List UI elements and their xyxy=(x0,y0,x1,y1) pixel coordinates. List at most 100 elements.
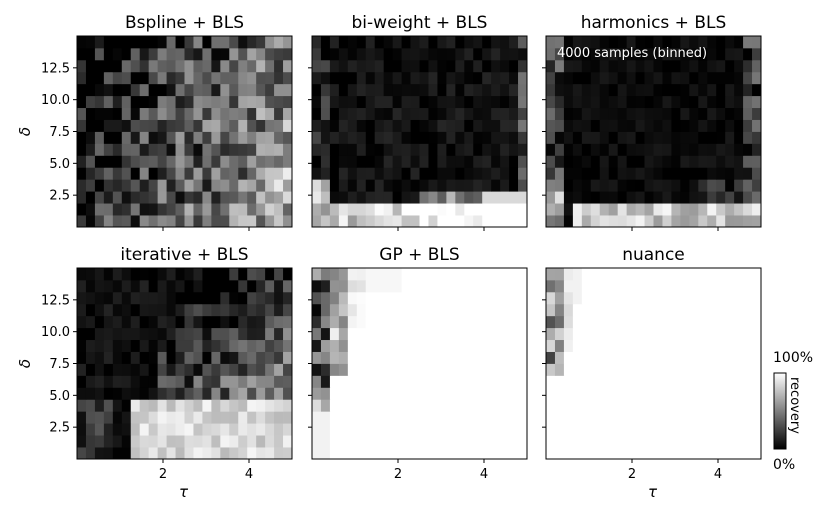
heatmap-cell xyxy=(491,191,501,204)
heatmap-cell xyxy=(184,47,194,61)
heatmap-cell xyxy=(148,327,159,341)
heatmap-cell xyxy=(166,387,176,400)
heatmap-cell xyxy=(707,339,717,352)
heatmap-cell xyxy=(608,119,619,132)
heatmap-cell xyxy=(410,399,420,412)
heatmap-cell xyxy=(193,435,203,448)
heatmap-cell xyxy=(563,36,574,49)
heatmap-cell xyxy=(103,399,114,412)
heatmap-cell xyxy=(112,315,123,329)
heatmap-cell xyxy=(256,131,266,144)
heatmap-cell xyxy=(247,191,257,204)
heatmap-cell xyxy=(464,95,474,109)
heatmap-cell xyxy=(509,447,519,460)
heatmap-cell xyxy=(725,303,735,317)
heatmap-cell xyxy=(184,119,194,132)
heatmap-cell xyxy=(500,215,510,228)
heatmap-cell xyxy=(401,83,411,97)
heatmap-cell xyxy=(383,59,394,73)
heatmap-cell xyxy=(85,279,96,293)
heatmap-cell xyxy=(509,36,519,49)
heatmap-cell xyxy=(716,411,726,424)
heatmap-cell xyxy=(482,95,492,109)
heatmap-cell xyxy=(635,119,645,132)
heatmap-cell xyxy=(698,71,708,85)
heatmap-cell xyxy=(175,47,185,61)
heatmap-cell xyxy=(392,327,402,341)
heatmap-cell xyxy=(220,279,230,293)
heatmap-cell xyxy=(617,387,628,400)
heatmap-cell xyxy=(617,167,628,180)
heatmap-cell xyxy=(455,143,465,156)
heatmap-cell xyxy=(94,71,105,85)
heatmap-cell xyxy=(644,423,654,436)
heatmap-cell xyxy=(546,107,556,120)
heatmap-cell xyxy=(572,155,583,168)
heatmap-cell xyxy=(563,83,574,97)
heatmap-cell xyxy=(85,351,96,364)
heatmap-cell xyxy=(383,83,394,97)
heatmap-cell xyxy=(626,315,636,329)
heatmap-cell xyxy=(437,411,447,424)
heatmap-cell xyxy=(473,268,483,281)
heatmap-cell xyxy=(139,327,150,341)
heatmap-cell xyxy=(77,36,87,49)
heatmap-cell xyxy=(229,423,239,436)
heatmap-cell xyxy=(401,363,411,376)
heatmap-cell xyxy=(554,203,565,216)
heatmap-cell xyxy=(356,167,367,180)
heatmap-cell xyxy=(274,375,284,388)
heatmap-cell xyxy=(274,47,284,61)
heatmap-cell xyxy=(653,387,663,400)
heatmap-cell xyxy=(428,143,438,156)
heatmap-cell xyxy=(175,435,185,448)
heatmap-cell xyxy=(554,447,565,460)
heatmap-cell xyxy=(473,71,483,85)
heatmap-cell xyxy=(626,268,636,281)
heatmap-cell xyxy=(202,59,212,73)
heatmap-cell xyxy=(428,411,438,424)
heatmap-cell xyxy=(392,155,402,168)
heatmap-cell xyxy=(725,291,735,305)
heatmap-cell xyxy=(184,447,194,460)
heatmap-cell xyxy=(689,191,699,204)
heatmap-cell xyxy=(671,375,681,388)
heatmap-cell xyxy=(112,423,123,436)
heatmap-cell xyxy=(743,47,753,61)
heatmap-cell xyxy=(482,363,492,376)
heatmap-cell xyxy=(680,435,690,448)
heatmap-cell xyxy=(671,143,681,156)
heatmap-cell xyxy=(356,387,367,400)
heatmap-cell xyxy=(482,36,492,49)
heatmap-cell xyxy=(112,203,123,216)
heatmap-cell xyxy=(410,215,420,228)
heatmap-cell xyxy=(94,179,105,192)
y-tick-label: 7.5 xyxy=(49,357,70,372)
heatmap-cell xyxy=(554,71,565,85)
heatmap-cell xyxy=(77,47,87,61)
heatmap-cell xyxy=(707,435,717,448)
heatmap-cell xyxy=(184,363,194,376)
heatmap-cell xyxy=(716,279,726,293)
heatmap-cell xyxy=(446,399,456,412)
heatmap-cell xyxy=(202,339,212,352)
heatmap-cell xyxy=(446,423,456,436)
heatmap-cell xyxy=(554,339,565,352)
heatmap-cell xyxy=(401,447,411,460)
heatmap-cell xyxy=(419,131,429,144)
heatmap-cell xyxy=(374,59,385,73)
heatmap-cell xyxy=(283,47,293,61)
heatmap-cell xyxy=(312,59,322,73)
heatmap-cell xyxy=(77,399,87,412)
heatmap-cell xyxy=(554,131,565,144)
heatmap-cell xyxy=(112,291,123,305)
heatmap-cell xyxy=(112,179,123,192)
heatmap-cell xyxy=(671,279,681,293)
heatmap-cell xyxy=(356,303,367,317)
heatmap-cell xyxy=(202,303,212,317)
heatmap-cell xyxy=(184,268,194,281)
heatmap-cell xyxy=(455,291,465,305)
heatmap-cell xyxy=(698,131,708,144)
x-tick-label: 4 xyxy=(245,467,253,482)
